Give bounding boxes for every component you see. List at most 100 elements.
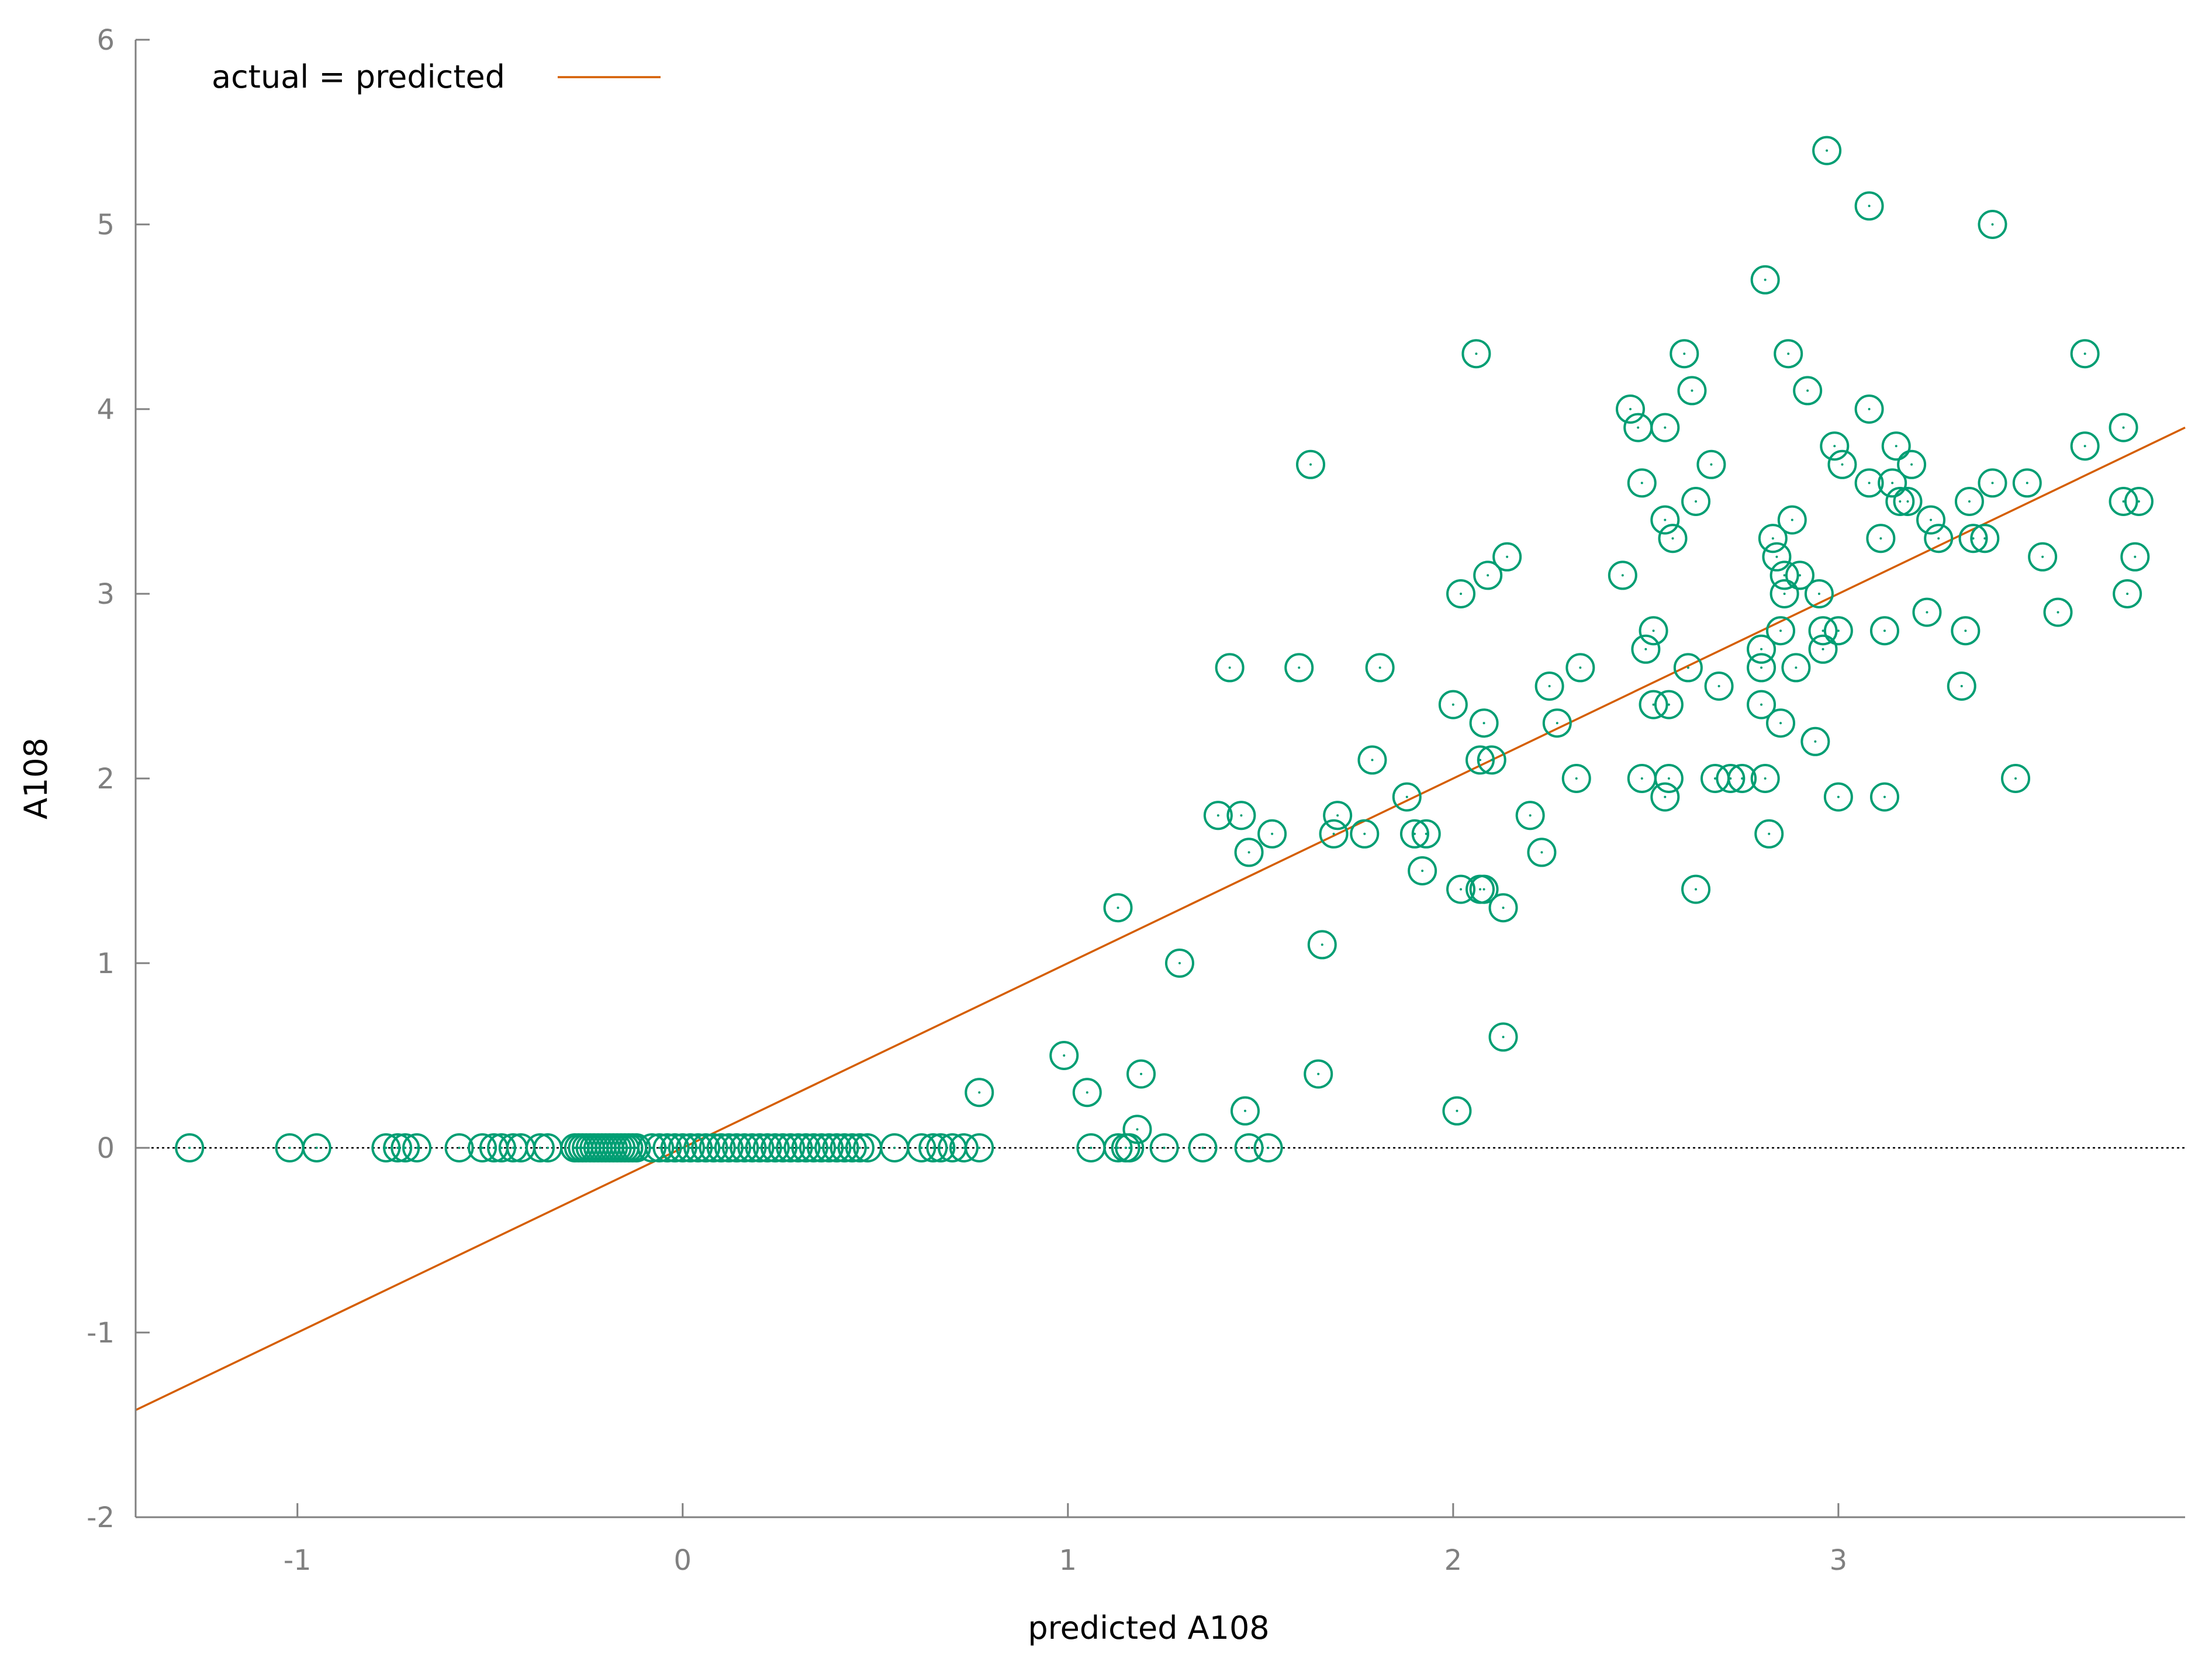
point-ring bbox=[2070, 431, 2100, 461]
data-point-0-112 bbox=[1561, 764, 1591, 793]
point-dot bbox=[1868, 408, 1871, 410]
point-ring bbox=[1893, 487, 1923, 516]
point-ring bbox=[1747, 634, 1776, 664]
data-point-0-140 bbox=[1754, 819, 1784, 849]
point-dot bbox=[596, 1147, 599, 1149]
data-point-0-195 bbox=[2012, 468, 2042, 498]
data-point-0-181 bbox=[1854, 191, 1884, 221]
point-ring bbox=[1392, 782, 1422, 812]
point-dot bbox=[1460, 593, 1463, 595]
point-ring bbox=[1747, 653, 1776, 683]
point-ring bbox=[745, 1133, 775, 1162]
data-point-0-6 bbox=[402, 1133, 432, 1162]
point-dot bbox=[1529, 814, 1532, 817]
point-dot bbox=[635, 1147, 638, 1149]
data-point-0-163 bbox=[1627, 468, 1657, 498]
point-dot bbox=[1972, 537, 1975, 540]
data-point-0-137 bbox=[1747, 653, 1776, 683]
point-ring bbox=[1696, 449, 1726, 479]
data-point-0-72 bbox=[1103, 1133, 1133, 1162]
point-ring bbox=[1446, 874, 1476, 904]
point-ring bbox=[652, 1133, 682, 1162]
data-point-0-104 bbox=[1465, 745, 1495, 775]
point-dot bbox=[1906, 500, 1909, 503]
point-dot bbox=[604, 1147, 607, 1149]
data-point-0-144 bbox=[1769, 560, 1799, 590]
y-tick-label-2: 0 bbox=[96, 1132, 115, 1165]
point-ring bbox=[965, 1133, 994, 1162]
data-point-0-33 bbox=[645, 1133, 675, 1162]
data-point-0-110 bbox=[1534, 672, 1564, 701]
data-point-0-40 bbox=[699, 1133, 728, 1162]
point-ring bbox=[1616, 394, 1646, 424]
point-dot bbox=[1910, 463, 1913, 466]
point-ring bbox=[1608, 560, 1637, 590]
point-ring bbox=[175, 1133, 205, 1162]
point-dot bbox=[1667, 777, 1670, 780]
point-ring bbox=[1650, 505, 1680, 535]
point-dot bbox=[538, 1147, 541, 1149]
data-point-0-111 bbox=[1542, 708, 1572, 738]
point-dot bbox=[1760, 703, 1763, 706]
point-ring bbox=[783, 1133, 813, 1162]
point-ring bbox=[1785, 560, 1814, 590]
point-dot bbox=[581, 1147, 584, 1149]
point-dot bbox=[1964, 629, 1967, 632]
data-point-0-161 bbox=[1758, 524, 1788, 553]
y-tick-label-4: 2 bbox=[96, 763, 115, 795]
data-point-0-160 bbox=[1762, 542, 1792, 572]
point-dot bbox=[673, 1147, 676, 1149]
point-ring bbox=[675, 1133, 705, 1162]
data-point-0-166 bbox=[1681, 487, 1711, 516]
point-dot bbox=[1502, 1036, 1505, 1039]
data-point-0-7 bbox=[444, 1133, 474, 1162]
point-ring bbox=[807, 1133, 837, 1162]
data-point-0-148 bbox=[1804, 579, 1834, 608]
point-dot bbox=[1937, 537, 1940, 540]
data-point-0-170 bbox=[1650, 413, 1680, 442]
point-dot bbox=[1332, 832, 1335, 835]
point-dot bbox=[1243, 1109, 1246, 1112]
point-dot bbox=[1729, 777, 1732, 780]
point-dot bbox=[573, 1147, 576, 1149]
point-ring bbox=[1673, 653, 1703, 683]
data-point-0-52 bbox=[791, 1133, 821, 1162]
point-ring bbox=[737, 1133, 767, 1162]
point-ring bbox=[1766, 616, 1796, 646]
point-dot bbox=[2057, 611, 2059, 614]
point-dot bbox=[2122, 426, 2125, 429]
data-point-0-139 bbox=[1750, 764, 1780, 793]
point-dot bbox=[920, 1147, 923, 1149]
point-ring bbox=[699, 1133, 728, 1162]
point-ring bbox=[1727, 764, 1757, 793]
point-ring bbox=[1800, 726, 1830, 756]
point-ring bbox=[1234, 1133, 1264, 1162]
data-point-0-115 bbox=[1284, 653, 1314, 683]
point-dot bbox=[1791, 518, 1793, 521]
point-ring bbox=[1958, 524, 1988, 553]
data-point-0-168 bbox=[1616, 394, 1646, 424]
point-ring bbox=[1411, 819, 1441, 849]
data-point-0-42 bbox=[714, 1133, 744, 1162]
point-ring bbox=[302, 1133, 331, 1162]
point-dot bbox=[458, 1147, 461, 1149]
point-ring bbox=[1515, 801, 1545, 830]
point-dot bbox=[978, 1147, 981, 1149]
data-point-0-118 bbox=[1446, 579, 1476, 608]
point-dot bbox=[773, 1147, 776, 1149]
data-point-0-87 bbox=[1307, 930, 1337, 960]
point-dot bbox=[1764, 278, 1767, 281]
data-point-0-105 bbox=[1477, 745, 1506, 775]
point-ring bbox=[1820, 431, 1850, 461]
point-dot bbox=[1667, 703, 1670, 706]
data-point-0-78 bbox=[1188, 1133, 1218, 1162]
point-ring bbox=[1323, 801, 1353, 830]
point-dot bbox=[1713, 777, 1716, 780]
point-dot bbox=[1090, 1147, 1093, 1149]
data-point-0-196 bbox=[2028, 542, 2058, 572]
point-ring bbox=[1650, 782, 1680, 812]
x-tick-label-0: -1 bbox=[284, 1544, 312, 1577]
point-dot bbox=[932, 1147, 935, 1149]
